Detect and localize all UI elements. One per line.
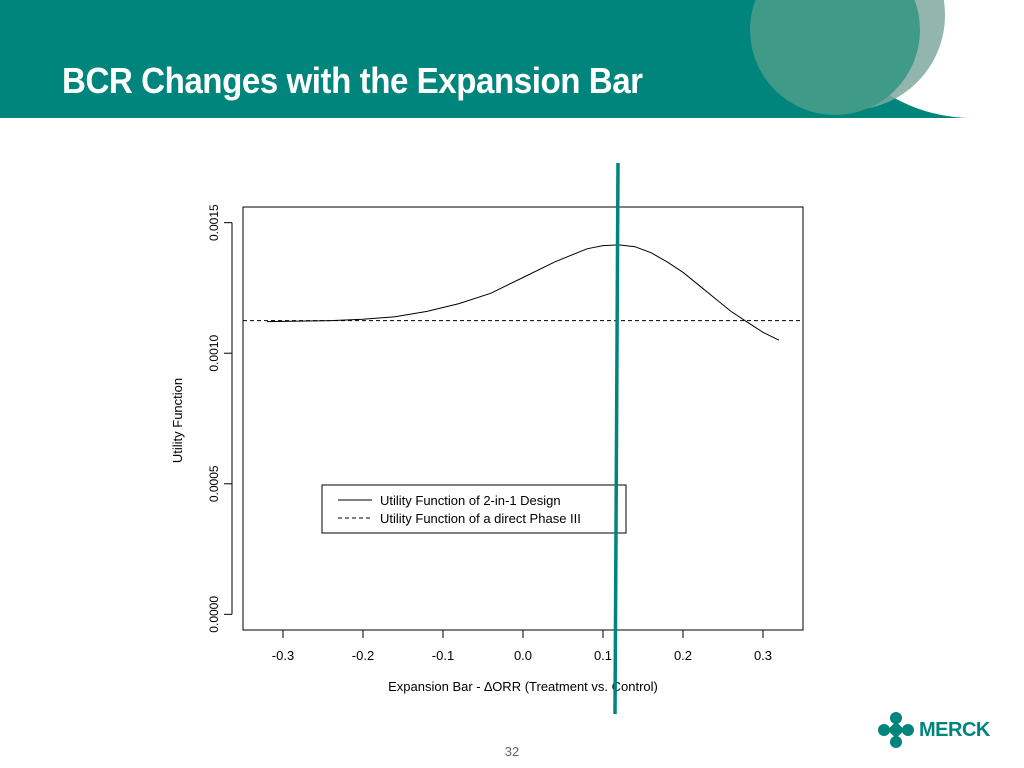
x-tick-label: -0.2 [352, 648, 374, 663]
x-tick-label: 0.1 [594, 648, 612, 663]
y-tick-label: 0.0005 [207, 465, 221, 502]
plot-frame [242, 206, 804, 631]
slide-header: BCR Changes with the Expansion Bar [0, 0, 1024, 118]
legend-box [321, 484, 627, 534]
page-number: 32 [504, 744, 520, 759]
y-axis-label: Utility Function [170, 378, 185, 463]
y-tick-label: 0.0000 [207, 596, 221, 633]
merck-logo-mark-icon [878, 712, 914, 748]
x-tick-label: -0.1 [432, 648, 454, 663]
legend-label: Utility Function of a direct Phase III [380, 511, 581, 526]
merck-logo: MERCK [878, 710, 998, 750]
x-tick-label: 0.2 [674, 648, 692, 663]
expansion-bar-marker-line [613, 162, 620, 715]
x-tick-label: -0.3 [272, 648, 294, 663]
y-tick-label: 0.0015 [207, 204, 221, 241]
legend-label: Utility Function of 2-in-1 Design [380, 493, 561, 508]
slide-title: BCR Changes with the Expansion Bar [62, 60, 643, 101]
y-tick-label: 0.0010 [207, 335, 221, 372]
series-line-0 [266, 244, 780, 341]
merck-logo-text: MERCK [919, 718, 990, 741]
x-tick-label: 0.0 [514, 648, 532, 663]
x-tick-label: 0.3 [754, 648, 772, 663]
x-axis-label: Expansion Bar - ∆ORR (Treatment vs. Cont… [388, 679, 658, 694]
